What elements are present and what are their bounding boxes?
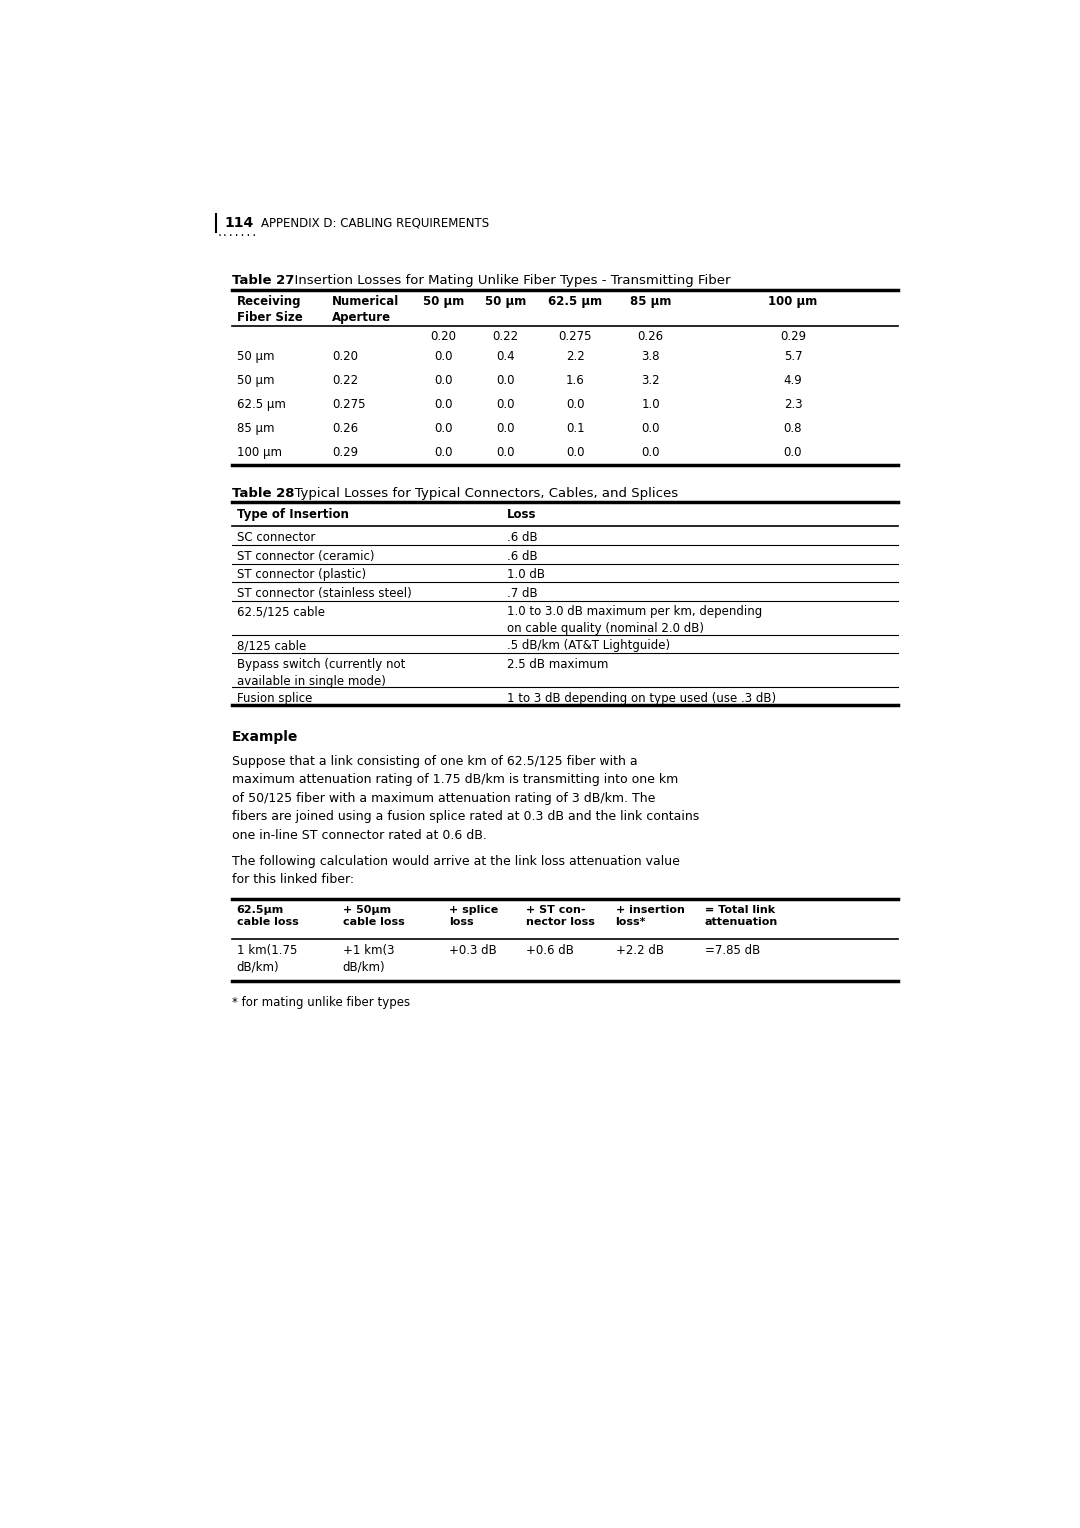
Text: 0.0: 0.0 [642, 446, 660, 458]
Text: +0.6 dB: +0.6 dB [526, 944, 575, 957]
Text: 0.0: 0.0 [434, 350, 453, 364]
Text: =7.85 dB: =7.85 dB [704, 944, 760, 957]
Text: 0.4: 0.4 [496, 350, 515, 364]
Text: = Total link
attenuation: = Total link attenuation [704, 905, 778, 927]
Text: 62.5/125 cable: 62.5/125 cable [237, 605, 324, 619]
Text: + splice
loss: + splice loss [449, 905, 498, 927]
Text: 0.0: 0.0 [434, 374, 453, 387]
Text: 1.6: 1.6 [566, 374, 584, 387]
Text: 0.275: 0.275 [558, 330, 592, 344]
Text: + 50μm
cable loss: + 50μm cable loss [342, 905, 404, 927]
Text: ·······: ······· [216, 231, 257, 241]
Text: .6 dB: .6 dB [507, 532, 538, 544]
Text: 0.0: 0.0 [496, 374, 515, 387]
Text: 0.275: 0.275 [332, 399, 365, 411]
Text: Table 27: Table 27 [232, 274, 294, 287]
Text: 1 km(1.75
dB/km): 1 km(1.75 dB/km) [237, 944, 297, 973]
Text: 0.1: 0.1 [566, 422, 584, 435]
Text: Fusion splice: Fusion splice [237, 692, 312, 704]
Text: Typical Losses for Typical Connectors, Cables, and Splices: Typical Losses for Typical Connectors, C… [286, 487, 678, 500]
Text: 50 μm: 50 μm [485, 295, 526, 309]
Text: 0.0: 0.0 [434, 446, 453, 458]
Text: +0.3 dB: +0.3 dB [449, 944, 497, 957]
Text: 4.9: 4.9 [784, 374, 802, 387]
Text: 50 μm: 50 μm [423, 295, 464, 309]
Text: +2.2 dB: +2.2 dB [616, 944, 663, 957]
Text: Loss: Loss [507, 507, 537, 521]
Text: 2.2: 2.2 [566, 350, 584, 364]
Text: Table 28: Table 28 [232, 487, 295, 500]
Text: 0.0: 0.0 [434, 422, 453, 435]
Text: 50 μm: 50 μm [237, 374, 274, 387]
Text: The following calculation would arrive at the link loss attenuation value
for th: The following calculation would arrive a… [232, 854, 679, 886]
Text: 0.0: 0.0 [496, 399, 515, 411]
Text: + insertion
loss*: + insertion loss* [616, 905, 685, 927]
Text: .7 dB: .7 dB [507, 587, 538, 601]
Text: SC connector: SC connector [237, 532, 315, 544]
Text: 0.29: 0.29 [332, 446, 357, 458]
Text: 100 μm: 100 μm [237, 446, 282, 458]
Text: 0.26: 0.26 [332, 422, 357, 435]
Text: 1 to 3 dB depending on type used (use .3 dB): 1 to 3 dB depending on type used (use .3… [507, 692, 777, 704]
Text: 62.5 μm: 62.5 μm [549, 295, 603, 309]
Text: 3.8: 3.8 [642, 350, 660, 364]
Text: 5.7: 5.7 [784, 350, 802, 364]
Text: 0.20: 0.20 [431, 330, 457, 344]
Text: + ST con-
nector loss: + ST con- nector loss [526, 905, 595, 927]
Text: 8/125 cable: 8/125 cable [237, 639, 306, 652]
Text: 0.20: 0.20 [332, 350, 357, 364]
Text: 62.5 μm: 62.5 μm [237, 399, 285, 411]
Text: 1.0 to 3.0 dB maximum per km, depending
on cable quality (nominal 2.0 dB): 1.0 to 3.0 dB maximum per km, depending … [507, 605, 762, 636]
Text: 0.0: 0.0 [642, 422, 660, 435]
Text: 0.26: 0.26 [637, 330, 664, 344]
Text: ST connector (stainless steel): ST connector (stainless steel) [237, 587, 411, 601]
Text: .5 dB/km (AT&T Lightguide): .5 dB/km (AT&T Lightguide) [507, 639, 670, 652]
Text: * for mating unlike fiber types: * for mating unlike fiber types [232, 996, 410, 1010]
Text: ST connector (ceramic): ST connector (ceramic) [237, 550, 374, 562]
Text: 114: 114 [225, 217, 254, 231]
Text: 85 μm: 85 μm [630, 295, 672, 309]
Text: APPENDIX D: CABLING REQUIREMENTS: APPENDIX D: CABLING REQUIREMENTS [260, 217, 488, 229]
Text: .6 dB: .6 dB [507, 550, 538, 562]
Text: 1.0: 1.0 [642, 399, 660, 411]
Text: Insertion Losses for Mating Unlike Fiber Types - Transmitting Fiber: Insertion Losses for Mating Unlike Fiber… [286, 274, 731, 287]
Text: 0.0: 0.0 [434, 399, 453, 411]
Text: 1.0 dB: 1.0 dB [507, 568, 545, 581]
Text: 3.2: 3.2 [642, 374, 660, 387]
Text: Numerical
Aperture: Numerical Aperture [332, 295, 400, 324]
Text: +1 km(3
dB/km): +1 km(3 dB/km) [342, 944, 394, 973]
Text: 0.0: 0.0 [566, 446, 584, 458]
Text: 0.0: 0.0 [566, 399, 584, 411]
Text: 2.3: 2.3 [784, 399, 802, 411]
Text: Type of Insertion: Type of Insertion [237, 507, 349, 521]
Text: ST connector (plastic): ST connector (plastic) [237, 568, 366, 581]
Text: Example: Example [232, 730, 298, 744]
Text: 62.5μm
cable loss: 62.5μm cable loss [237, 905, 298, 927]
Text: 0.0: 0.0 [496, 446, 515, 458]
Text: 50 μm: 50 μm [237, 350, 274, 364]
Text: 0.0: 0.0 [496, 422, 515, 435]
Text: 0.22: 0.22 [492, 330, 518, 344]
Text: 0.0: 0.0 [784, 446, 802, 458]
Text: 2.5 dB maximum: 2.5 dB maximum [507, 657, 608, 671]
Text: 0.29: 0.29 [780, 330, 806, 344]
Text: 0.8: 0.8 [784, 422, 802, 435]
Text: Suppose that a link consisting of one km of 62.5/125 fiber with a
maximum attenu: Suppose that a link consisting of one km… [232, 755, 699, 842]
Text: 0.22: 0.22 [332, 374, 357, 387]
Text: Receiving
Fiber Size: Receiving Fiber Size [237, 295, 302, 324]
Text: 85 μm: 85 μm [237, 422, 274, 435]
Text: 100 μm: 100 μm [768, 295, 818, 309]
Text: Bypass switch (currently not
available in single mode): Bypass switch (currently not available i… [237, 657, 405, 688]
